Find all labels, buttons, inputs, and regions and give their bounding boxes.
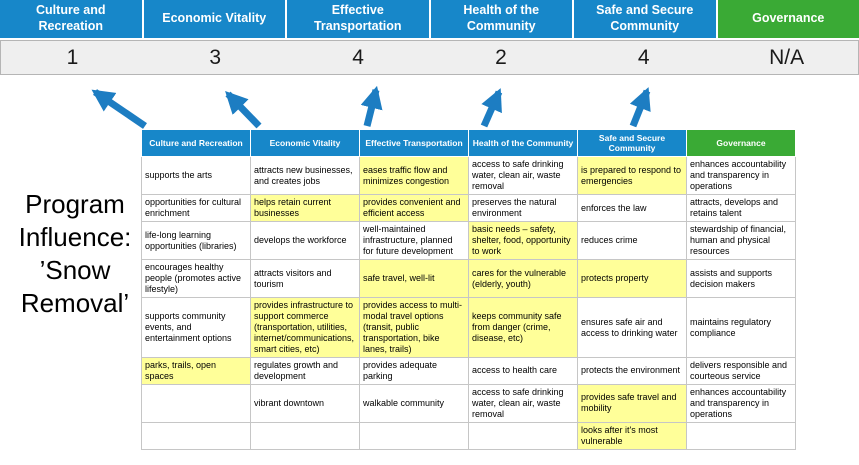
table-row: opportunities for cultural enrichment hel…: [141, 194, 796, 223]
summary-header-6: Governance: [717, 0, 859, 38]
matrix-cell: protects property: [577, 259, 687, 299]
matrix-cell: assists and supports decision makers: [686, 259, 796, 299]
arrow-icon: [360, 85, 383, 127]
matrix-cell: develops the workforce: [250, 221, 360, 261]
matrix-cell: regulates growth and development: [250, 356, 360, 385]
table-row: supports community events, and entertain…: [141, 297, 796, 358]
table-row: life-long learning opportunities (librar…: [141, 221, 796, 261]
summary-header-2: Economic Vitality: [143, 0, 285, 38]
score-value-6: N/A: [769, 45, 805, 69]
matrix-cell: access to health care: [468, 356, 578, 385]
matrix-cell: stewardship of financial, human and phys…: [686, 221, 796, 261]
table-row: encourages healthy people (promotes acti…: [141, 259, 796, 299]
matrix-cell: provides adequate parking: [359, 356, 469, 385]
table-row: supports the arts attracts new businesses…: [141, 156, 796, 196]
table-row: looks after it's most vulnerable: [141, 421, 796, 450]
matrix-cell: provides infrastructure to support comme…: [250, 297, 360, 358]
matrix-cell: keeps community safe from danger (crime,…: [468, 297, 578, 358]
matrix-cell: cares for the vulnerable (elderly, youth…: [468, 259, 578, 299]
matrix-cell: [250, 421, 360, 450]
matrix-column-header: Culture and Recreation: [141, 128, 251, 158]
matrix-cell: supports community events, and entertain…: [141, 297, 251, 358]
matrix-cell: opportunities for cultural enrichment: [141, 194, 251, 223]
matrix-cell: well-maintained infrastructure, planned …: [359, 221, 469, 261]
summary-header-5: Safe and Secure Community: [574, 0, 716, 38]
program-influence-label: Program Influence: ’Snow Removal’: [18, 189, 132, 318]
score-value-5: 4: [637, 45, 650, 69]
matrix-cell: eases traffic flow and minimizes congest…: [359, 156, 469, 196]
table-row: parks, trails, open spaces regulates grow…: [141, 356, 796, 385]
matrix-cell: [141, 421, 251, 450]
matrix-cell: provides access to multi-modal travel op…: [359, 297, 469, 358]
matrix-cell: reduces crime: [577, 221, 687, 261]
matrix-cell: attracts new businesses, and creates job…: [250, 156, 360, 196]
matrix-cell: protects the environment: [577, 356, 687, 385]
score-value-3: 4: [352, 45, 364, 69]
matrix-header-row: Culture and Recreation Economic Vitality E…: [141, 128, 796, 158]
matrix-cell: supports the arts: [141, 156, 251, 196]
matrix-cell: enhances accountability and transparency…: [686, 156, 796, 196]
matrix-column-header: Governance: [686, 128, 796, 158]
arrow-icon: [480, 88, 503, 128]
matrix-cell: walkable community: [359, 383, 469, 423]
arrow-icon: [629, 87, 651, 128]
matrix-cell: attracts, develops and retains talent: [686, 194, 796, 223]
arrow-icon: [91, 89, 147, 129]
table-row: vibrant downtown walkable community access…: [141, 383, 796, 423]
score-value-1: 1: [66, 45, 79, 69]
score-row: 1 3 4 2 4 N/A: [0, 40, 859, 75]
matrix-column-header: Safe and Secure Community: [577, 128, 687, 158]
matrix-cell: helps retain current businesses: [250, 194, 360, 223]
matrix-cell: life-long learning opportunities (librar…: [141, 221, 251, 261]
matrix-cell: is prepared to respond to emergencies: [577, 156, 687, 196]
score-value-4: 2: [495, 45, 507, 69]
matrix-cell: preserves the natural environment: [468, 194, 578, 223]
matrix-cell: provides safe travel and mobility: [577, 383, 687, 423]
summary-header-1: Culture and Recreation: [0, 0, 142, 38]
matrix-cell: [468, 421, 578, 450]
matrix-cell: maintains regulatory compliance: [686, 297, 796, 358]
matrix-cell: access to safe drinking water, clean air…: [468, 156, 578, 196]
matrix-cell: basic needs – safety, shelter, food, opp…: [468, 221, 578, 261]
summary-header-3: Effective Transportation: [287, 0, 429, 38]
matrix-cell: [141, 383, 251, 423]
matrix-cell: encourages healthy people (promotes acti…: [141, 259, 251, 299]
matrix-cell: attracts visitors and tourism: [250, 259, 360, 299]
matrix-cell: vibrant downtown: [250, 383, 360, 423]
scorecard-header-row: Culture and Recreation Economic Vitality E…: [0, 0, 859, 38]
matrix-cell: enhances accountability and transparency…: [686, 383, 796, 423]
matrix-cell: access to safe drinking water, clean air…: [468, 383, 578, 423]
score-value-2: 3: [209, 45, 222, 69]
matrix-cell: enforces the law: [577, 194, 687, 223]
matrix-cell: [359, 421, 469, 450]
matrix-column-header: Economic Vitality: [250, 128, 360, 158]
influence-matrix-table: Culture and Recreation Economic Vitality E…: [141, 128, 796, 450]
matrix-column-header: Health of the Community: [468, 128, 578, 158]
arrow-icon: [225, 90, 262, 129]
matrix-cell: looks after it's most vulnerable: [577, 421, 687, 450]
matrix-cell: [686, 421, 796, 450]
summary-header-4: Health of the Community: [430, 0, 572, 38]
matrix-cell: provides convenient and efficient access: [359, 194, 469, 223]
matrix-column-header: Effective Transportation: [359, 128, 469, 158]
matrix-cell: safe travel, well-lit: [359, 259, 469, 299]
matrix-cell: delivers responsible and courteous servi…: [686, 356, 796, 385]
matrix-cell: parks, trails, open spaces: [141, 356, 251, 385]
matrix-cell: ensures safe air and access to drinking …: [577, 297, 687, 358]
